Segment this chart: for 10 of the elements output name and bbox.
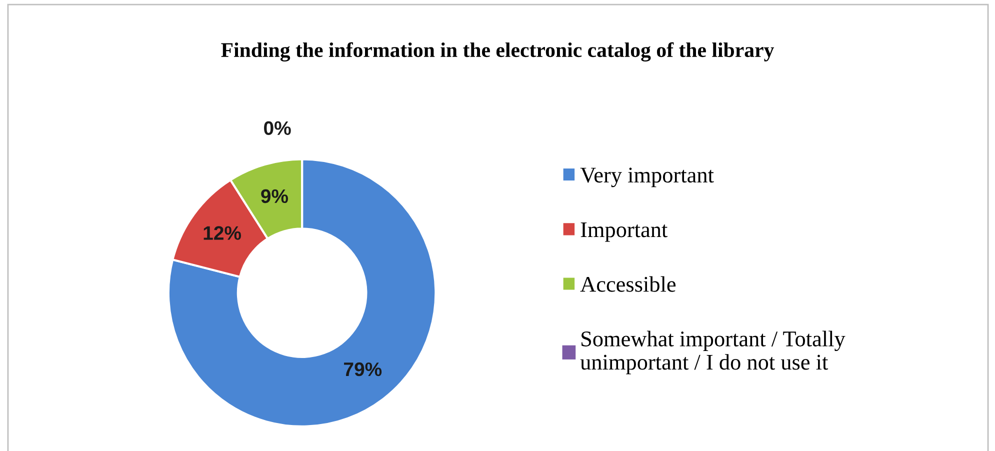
data-label: 79% <box>344 362 382 376</box>
data-label: 9% <box>261 189 288 204</box>
legend-label: Important <box>580 222 668 242</box>
legend-label: Accessible <box>580 276 676 292</box>
text: 0% <box>264 121 291 136</box>
data-label: 12% <box>204 226 242 240</box>
donut-slice <box>167 158 437 428</box>
legend-label: Somewhat important / Totally unimportant / I do not use it <box>580 330 846 374</box>
legend-label: Very important <box>580 168 714 188</box>
chart-title: Finding the information in the electronic catalog of the library <box>221 42 774 62</box>
